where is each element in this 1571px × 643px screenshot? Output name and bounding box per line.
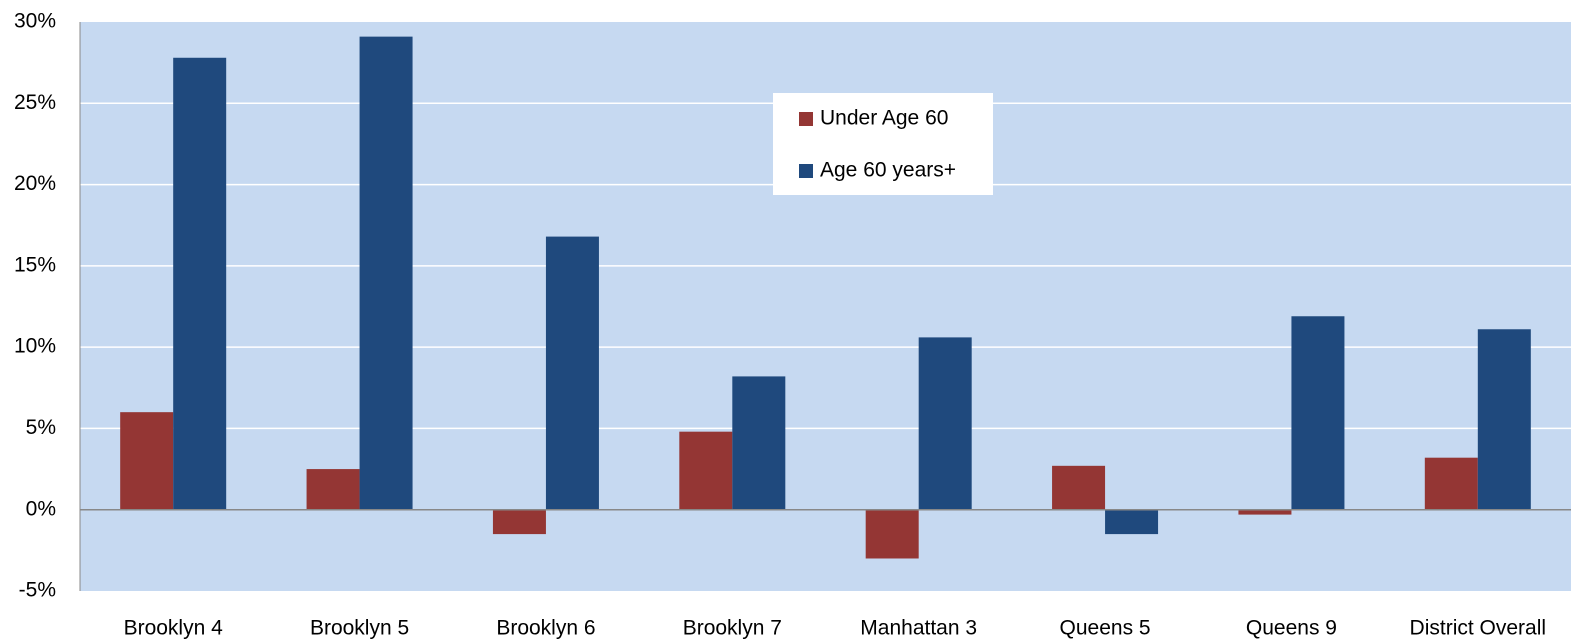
- bar: [1052, 465, 1106, 510]
- bar: [492, 509, 546, 535]
- x-tick-label: District Overall: [1410, 617, 1547, 640]
- x-tick-label: Queens 5: [1060, 617, 1151, 640]
- y-tick-label: 0%: [26, 497, 56, 520]
- legend-label: Under Age 60: [820, 107, 948, 130]
- bar: [1477, 329, 1531, 510]
- bar: [1238, 509, 1292, 515]
- bar: [545, 236, 599, 510]
- x-tick-label: Brooklyn 5: [310, 617, 409, 640]
- x-tick-label: Queens 9: [1246, 617, 1337, 640]
- x-tick-label: Brooklyn 4: [124, 617, 224, 640]
- y-tick-label: 25%: [14, 91, 56, 114]
- bar: [865, 509, 919, 559]
- x-tick-label: Manhattan 3: [860, 617, 977, 640]
- legend: Under Age 60 Age 60 years+: [773, 93, 993, 195]
- bar: [1291, 316, 1345, 510]
- y-tick-label: 10%: [14, 335, 56, 358]
- x-tick-label: Brooklyn 7: [683, 617, 782, 640]
- bar: [732, 376, 786, 510]
- bar: [1105, 509, 1159, 535]
- y-tick-label: 15%: [14, 253, 56, 276]
- y-tick-label: 30%: [14, 10, 56, 33]
- y-tick-label: 5%: [26, 416, 56, 439]
- bar: [306, 469, 360, 510]
- legend-swatch: [799, 112, 813, 126]
- y-tick-label: -5%: [19, 579, 56, 602]
- bar: [359, 36, 413, 510]
- legend-swatch: [799, 164, 813, 178]
- bar: [679, 431, 733, 510]
- bar: [1424, 457, 1478, 510]
- x-tick-label: Brooklyn 6: [496, 617, 595, 640]
- y-tick-label: 20%: [14, 172, 56, 195]
- legend-label: Age 60 years+: [820, 159, 956, 182]
- bar: [120, 412, 174, 510]
- bar: [918, 337, 972, 510]
- bar: [173, 57, 227, 510]
